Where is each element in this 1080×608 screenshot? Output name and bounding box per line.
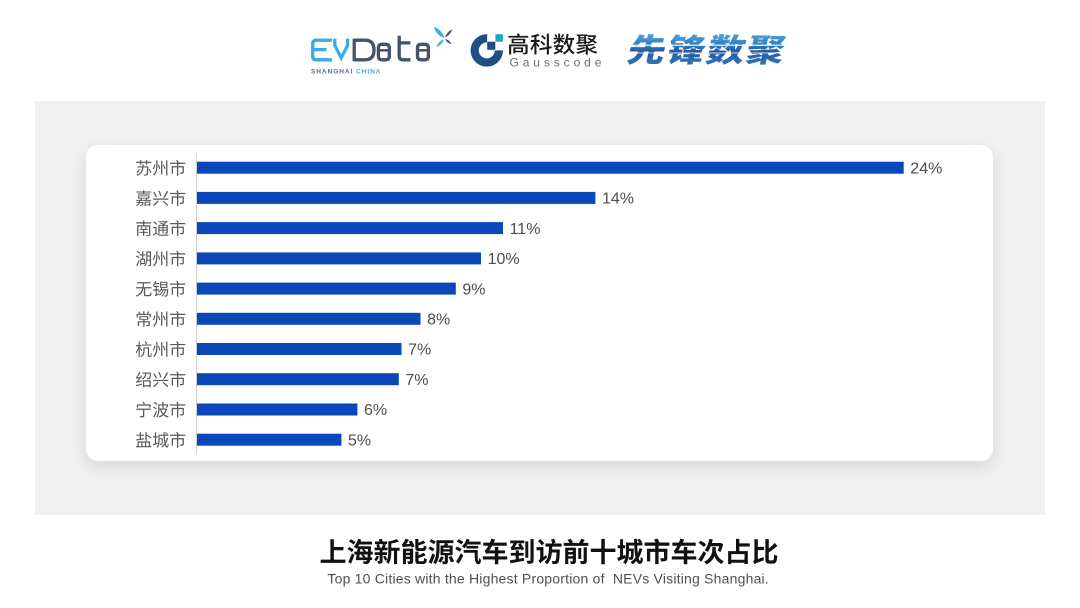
svg-text:SHANGHAI CHINA: SHANGHAI CHINA bbox=[311, 69, 381, 76]
svg-text:14%: 14% bbox=[602, 191, 634, 208]
svg-text:24%: 24% bbox=[910, 160, 942, 177]
svg-text:Top 10 Cities with the Highest: Top 10 Cities with the Highest Proportio… bbox=[327, 571, 769, 587]
svg-text:6%: 6% bbox=[364, 402, 387, 419]
svg-text:7%: 7% bbox=[408, 342, 431, 359]
svg-text:7%: 7% bbox=[405, 372, 428, 389]
svg-text:11%: 11% bbox=[510, 221, 541, 238]
svg-text:9%: 9% bbox=[462, 281, 485, 298]
svg-text:8%: 8% bbox=[427, 312, 450, 329]
svg-text:5%: 5% bbox=[348, 432, 371, 449]
svg-text:10%: 10% bbox=[488, 251, 520, 268]
svg-text:Gausscode: Gausscode bbox=[510, 56, 606, 70]
